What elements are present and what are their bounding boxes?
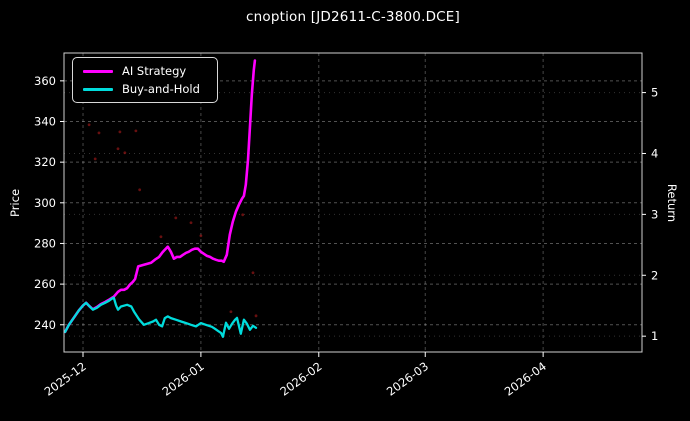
scatter-dot (93, 157, 97, 161)
y-tick-label-right: 2 (651, 268, 658, 282)
y-tick-label-right: 1 (651, 329, 658, 343)
scatter-dot (97, 131, 101, 135)
y-tick-label-left: 340 (34, 114, 56, 128)
x-tick-label: 2025-12 (42, 359, 89, 399)
y-tick-label-right: 3 (651, 207, 658, 221)
scatter-dot (138, 188, 142, 192)
y-tick-label-right: 4 (651, 146, 658, 160)
scatter-dot (87, 123, 91, 127)
scatter-dot (116, 147, 120, 151)
y-tick-label-left: 240 (34, 318, 56, 332)
y-tick-label-left: 260 (34, 277, 56, 291)
scatter-dot (241, 213, 245, 217)
scatter-dot (199, 234, 203, 238)
scatter-dot (134, 129, 138, 133)
legend-item-buy-and-hold: Buy-and-Hold (83, 82, 207, 96)
x-tick-label: 2026-04 (502, 359, 549, 399)
scatter-dot (189, 221, 193, 225)
x-tick-label: 2026-02 (277, 359, 324, 399)
series-line-buy-and-hold (63, 296, 258, 338)
chart-title: cnoption [JD2611-C-3800.DCE] (246, 9, 460, 25)
y-tick-label-left: 300 (34, 196, 56, 210)
legend-swatch-buy-and-hold (83, 87, 113, 91)
legend-label-ai-strategy: AI Strategy (122, 64, 187, 78)
y-tick-label-left: 280 (34, 236, 56, 250)
scatter-dot (118, 130, 122, 134)
legend-box: AI Strategy Buy-and-Hold (72, 57, 218, 103)
legend-label-buy-and-hold: Buy-and-Hold (122, 82, 200, 96)
scatter-dot (229, 310, 233, 314)
scatter-dot (251, 271, 255, 275)
y-tick-label-left: 360 (34, 74, 56, 88)
legend-item-ai-strategy: AI Strategy (83, 64, 207, 78)
x-tick-label: 2026-03 (384, 359, 431, 399)
scatter-dot (174, 216, 178, 220)
scatter-dot (254, 314, 258, 318)
x-tick-label: 2026-01 (160, 359, 207, 399)
y-tick-label-left: 320 (34, 155, 56, 169)
scatter-dot (123, 151, 127, 155)
legend-swatch-ai-strategy (83, 69, 113, 73)
scatter-dot (159, 235, 163, 239)
y-tick-label-right: 5 (651, 86, 658, 100)
